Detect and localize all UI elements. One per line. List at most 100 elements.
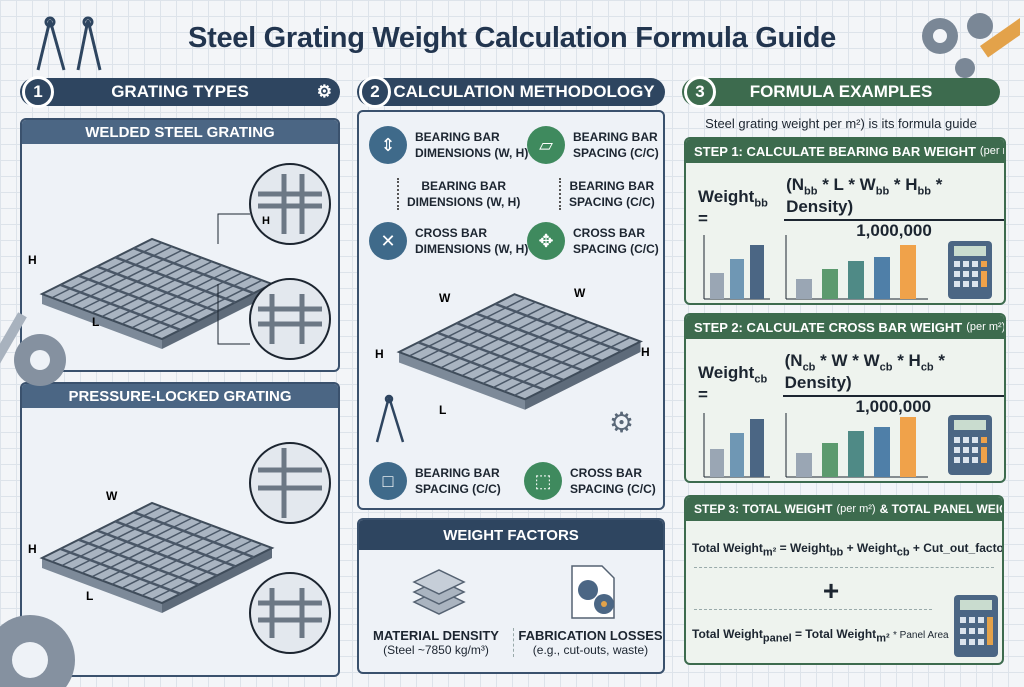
factor-material-density: MATERIAL DENSITY (Steel ~7850 kg/m³) [373, 628, 499, 657]
pressure-locked-grating-panel: PRESSURE-LOCKED GRATING H L W [20, 382, 340, 677]
cross-bar [59, 547, 181, 596]
grating-side [162, 284, 272, 349]
cross-bar [59, 283, 181, 332]
cross-bar [78, 538, 200, 586]
column-title: FORMULA EXAMPLES [749, 82, 933, 101]
method-item-bearing-spacing: ▱ BEARING BAR SPACING (C/C) [527, 126, 659, 164]
panel-title: PRESSURE-LOCKED GRATING [22, 384, 338, 408]
bar-profile-icon: ▱ [527, 126, 565, 164]
cross-bar [494, 302, 622, 353]
method-item-cross-spacing: ✥ CROSS BAR SPACING (C/C) [527, 222, 659, 260]
cross-bar [133, 246, 255, 295]
column-header-grating-types: 1 GRATING TYPES ⚙ [20, 76, 340, 108]
bar-dimensions-icon: ⇕ [369, 126, 407, 164]
step1-panel: STEP 1: CALCULATE BEARING BAR WEIGHT (per… [684, 137, 1006, 305]
step3-panel: STEP 3: TOTAL WEIGHT (per m²) & TOTAL PANE… [684, 495, 1004, 665]
cross-bar [456, 321, 584, 372]
plus-sign: + [822, 575, 840, 606]
dim-h: H [28, 253, 37, 267]
grating-dimension-diagram: W W H H L ⚙ [375, 286, 650, 443]
methodology-panel: ⇕ BEARING BAR DIMENSIONS (W, H) ▱ BEARING B… [357, 110, 665, 510]
bar [710, 449, 724, 477]
bar [750, 245, 764, 299]
grating-side [399, 352, 525, 410]
cross-bar [114, 256, 236, 304]
bar [796, 279, 812, 299]
panel-title: WEIGHT FACTORS [359, 520, 663, 550]
detail-circle-bottom [249, 572, 331, 654]
bar [822, 443, 838, 477]
column-title: GRATING TYPES [111, 82, 249, 101]
cross-bar-weight-formula: Weightcb = (Ncb * W * Wcb * Hcb * Density… [698, 351, 1004, 417]
cross-bar [437, 331, 564, 382]
gear-icon [0, 615, 75, 687]
bar [730, 433, 744, 477]
weight-factors-panel: WEIGHT FACTORS MATERIAL DENSITY (Steel ~7… [357, 518, 665, 674]
method-connector-label: BEARING BAR DIMENSIONS (W, H) [397, 178, 520, 210]
cross-bar [475, 312, 603, 362]
total-weight-per-m2-formula: Total Weightm² = Weightbb + Weightcb + C… [692, 541, 1004, 559]
bearing-bar-weight-formula: Weightbb = (Nbb * L * Wbb * Hbb * Density… [698, 175, 1004, 241]
step-number: 2 [359, 76, 391, 108]
column-title: CALCULATION METHODOLOGY [393, 82, 655, 101]
method-item-bearing-spacing-2: □ BEARING BAR SPACING (C/C) [369, 462, 501, 500]
column-header-formulas: 3 FORMULA EXAMPLES [682, 76, 1000, 108]
cross-bar [417, 341, 545, 391]
bar [730, 259, 744, 299]
dim-l: L [92, 315, 99, 329]
pressure-locked-grating-diagram: H L W [28, 442, 331, 654]
bar [874, 427, 890, 477]
dashed-square-icon: ⬚ [524, 462, 562, 500]
cross-bar [133, 510, 255, 559]
total-panel-weight-formula: Total Weightpanel = Total Weightm² * Pan… [692, 627, 949, 645]
grating-side [162, 548, 272, 613]
dim-w: W [574, 286, 586, 300]
method-item-cross-spacing-2: ⬚ CROSS BAR SPACING (C/C) [524, 462, 656, 500]
grating-side [42, 294, 162, 349]
bar [848, 431, 864, 477]
calculator-icon [948, 241, 992, 299]
column-header-methodology: 2 CALCULATION METHODOLOGY [357, 76, 665, 108]
document-gears-icon [571, 565, 615, 619]
bar [822, 269, 838, 299]
detail-dim-h: H [262, 215, 270, 227]
calculator-icon [948, 415, 992, 475]
bar [900, 245, 916, 299]
bar [848, 261, 864, 299]
method-item-bearing-dimensions: ⇕ BEARING BAR DIMENSIONS (W, H) [369, 126, 528, 164]
dim-h: H [28, 542, 37, 556]
gear-icon: ⚙ [609, 407, 634, 438]
bar [750, 419, 764, 477]
bar [900, 417, 916, 477]
dim-h: H [641, 345, 650, 359]
compass-icon [375, 394, 405, 443]
formulas-subtitle: Steel grating weight per m²) is its form… [705, 116, 977, 131]
cross-bar [114, 520, 236, 568]
bar [874, 257, 890, 299]
calculator-icon [954, 595, 998, 657]
page-title: Steel Grating Weight Calculation Formula… [188, 22, 836, 54]
dim-l: L [439, 403, 446, 417]
step-title: STEP 3: TOTAL WEIGHT (per m²) & TOTAL PANE… [686, 497, 1002, 521]
dim-l: L [86, 589, 93, 603]
dim-w: W [106, 489, 118, 503]
illustrative-bar-charts [703, 235, 992, 300]
step-number: 1 [22, 76, 54, 108]
crossed-bars-icon: ✕ [369, 222, 407, 260]
four-arrows-icon: ✥ [527, 222, 565, 260]
factor-fabrication-losses: FABRICATION LOSSES (e.g., cut-outs, waste… [513, 628, 663, 657]
welded-grating-diagram: H L H [28, 163, 331, 360]
cross-bar [96, 265, 218, 313]
gear-wrench-icon [0, 312, 66, 386]
step-title: STEP 1: CALCULATE BEARING BAR WEIGHT (per… [686, 139, 1004, 163]
step2-panel: STEP 2: CALCULATE CROSS BAR WEIGHT (per m… [684, 313, 1006, 483]
square-frame-icon: □ [369, 462, 407, 500]
dim-w: W [439, 291, 451, 305]
method-item-cross-dimensions: ✕ CROSS BAR DIMENSIONS (W, H) [369, 222, 528, 260]
gears-ruler-icon [922, 11, 1020, 78]
grating-side [42, 558, 162, 613]
gear-compass-icon: ⚙ [316, 82, 332, 101]
bar [710, 273, 724, 299]
detail-circle-top [249, 442, 331, 524]
detail-circle-bottom [249, 278, 331, 360]
